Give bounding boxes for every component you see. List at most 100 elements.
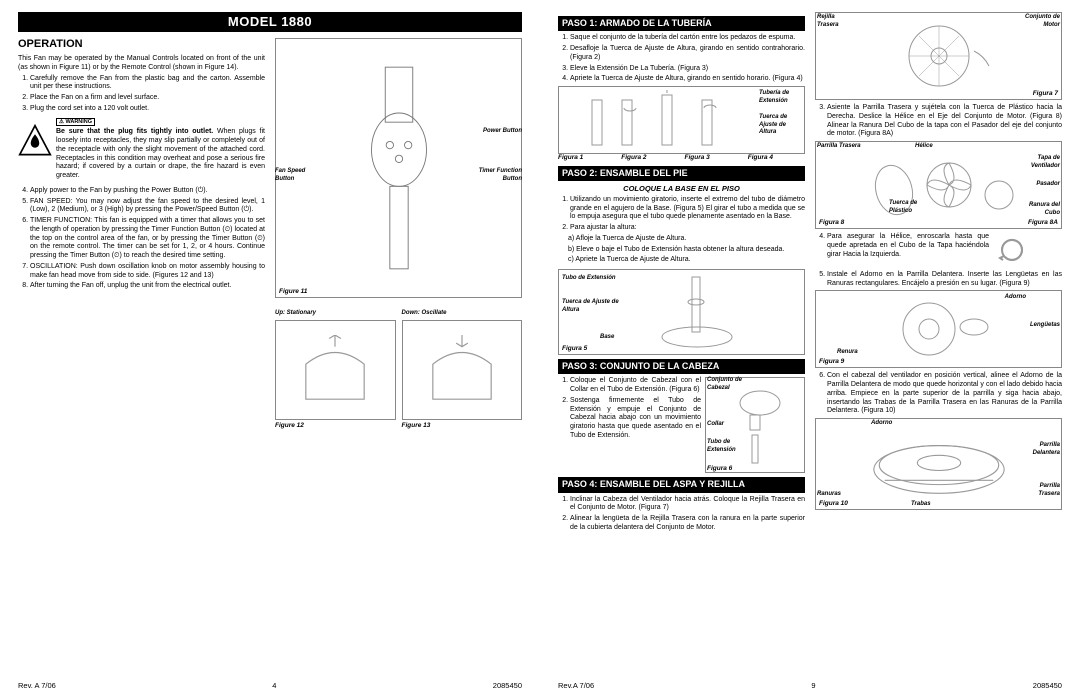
right-columns: PASO 1: ARMADO DE LA TUBERÍA Saque el co… bbox=[558, 12, 1062, 675]
footer-pagenum-l: 4 bbox=[272, 681, 276, 690]
label-fanspeed: Fan Speed Button bbox=[275, 168, 323, 183]
footer-partnum-r: 2085450 bbox=[1033, 681, 1062, 690]
figura-6-wrap: Conjunto de Cabezal Collar Tubo de Exten… bbox=[705, 377, 805, 473]
right-col2: Rejilla Trasera Conjunto de Motor Figura… bbox=[815, 12, 1062, 675]
fire-warning-icon bbox=[18, 124, 52, 158]
footer-right-page: Rev.A 7/06 9 2085450 bbox=[558, 675, 1062, 690]
p2-li2: Para ajustar la altura: bbox=[570, 224, 805, 233]
cap-fig6: Figura 6 bbox=[707, 465, 732, 473]
label-conj-motor: Conjunto de Motor bbox=[1022, 14, 1060, 29]
footer-rev-l: Rev. A 7/06 bbox=[18, 681, 56, 690]
footer-partnum-l: 2085450 bbox=[493, 681, 522, 690]
p1-li1: Saque el conjunto de la tubería del cart… bbox=[570, 34, 805, 43]
warning-bold: Be sure that the plug fits tightly into … bbox=[56, 128, 213, 135]
caption-fig13: Figure 13 bbox=[402, 422, 523, 430]
figura-10-wrap: Adorno Parrilla Delantera Ranuras Trabas… bbox=[815, 418, 1062, 510]
model-bar: MODEL 1880 bbox=[18, 12, 522, 32]
label-tubo-ext: Tubo de Extensión bbox=[562, 275, 622, 283]
operation-heading: OPERATION bbox=[18, 38, 265, 52]
left-columns: OPERATION This Fan may be operated by th… bbox=[18, 38, 522, 674]
right-col1: PASO 1: ARMADO DE LA TUBERÍA Saque el co… bbox=[558, 12, 805, 675]
cap-fig8a: Figura 8A bbox=[1028, 219, 1058, 227]
cap-fig4: Figura 4 bbox=[748, 154, 805, 162]
p2-li2a: a) Afloje la Tuerca de Ajuste de Altura. bbox=[558, 235, 805, 244]
figuras-1-4-wrap: Tubería de Extensión Tuerca de Ajuste de… bbox=[558, 86, 805, 154]
label-down-oscillate: Down: Oscillate bbox=[402, 310, 523, 318]
cap-fig5: Figura 5 bbox=[562, 345, 587, 353]
rotate-ccw-icon bbox=[995, 233, 1029, 267]
left-figures-column: Power Button Fan Speed Button Timer Func… bbox=[275, 38, 522, 674]
op-step-2: Place the Fan on a firm and level surfac… bbox=[30, 94, 265, 103]
label-tuerca-pl: Tuerca de Plástico bbox=[889, 200, 925, 215]
label-renura: Renura bbox=[837, 349, 858, 357]
label-timer: Timer Function Button bbox=[464, 168, 522, 183]
label-pasador: Pasador bbox=[1036, 181, 1060, 189]
paso1-heading: PASO 1: ARMADO DE LA TUBERÍA bbox=[558, 16, 805, 31]
figura-7-wrap: Rejilla Trasera Conjunto de Motor Figura… bbox=[815, 12, 1062, 100]
label-adorno2: Adorno bbox=[871, 420, 892, 428]
warning-block: ⚠ WARNING Be sure that the plug fits tig… bbox=[18, 118, 265, 183]
label-conj-cabezal: Conjunto de Cabezal bbox=[707, 377, 747, 392]
label-collar: Collar bbox=[707, 421, 724, 429]
p2-li2b: b) Eleve o baje el Tubo de Extensión has… bbox=[558, 246, 805, 255]
figure-12 bbox=[275, 320, 396, 420]
paso2-subhead: COLOQUE LA BASE EN EL PISO bbox=[558, 184, 805, 193]
caption-fig12: Figure 12 bbox=[275, 422, 396, 430]
paso3-heading: PASO 3: CONJUNTO DE LA CABEZA bbox=[558, 359, 805, 374]
cap-fig10: Figura 10 bbox=[819, 500, 848, 508]
figura-5-wrap: Tubo de Extensión Tuerca de Ajuste de Al… bbox=[558, 269, 805, 355]
label-helice: Hélice bbox=[915, 143, 933, 151]
label-power-button: Power Button bbox=[472, 128, 522, 136]
p4-li5: Instale el Adorno en la Parrilla Delante… bbox=[827, 271, 1062, 289]
paso4-heading: PASO 4: ENSAMBLE DEL ASPA Y REJILLA bbox=[558, 477, 805, 492]
p3-li2: Sostenga firmemente el Tubo de Extensión… bbox=[570, 397, 701, 441]
warning-badge: ⚠ WARNING bbox=[56, 118, 95, 127]
figure-11-wrap: Power Button Fan Speed Button Timer Func… bbox=[275, 38, 522, 298]
p4-li4: Para asegurar la Hélice, enroscarla hast… bbox=[827, 233, 989, 259]
label-ranuras: Ranuras bbox=[817, 491, 841, 499]
figura-10 bbox=[815, 418, 1062, 510]
footer-rev-r: Rev.A 7/06 bbox=[558, 681, 594, 690]
rotate-icon-wrap bbox=[995, 233, 1062, 271]
p4-li6: Con el cabezal del ventilador en posició… bbox=[827, 372, 1062, 416]
op-step-3: Plug the cord set into a 120 volt outlet… bbox=[30, 105, 265, 114]
caption-fig11: Figure 11 bbox=[279, 288, 307, 296]
paso2-heading: PASO 2: ENSAMBLE DEL PIE bbox=[558, 166, 805, 181]
p1-li4: Apriete la Tuerca de Ajuste de Altura, g… bbox=[570, 75, 805, 84]
document-spread: MODEL 1880 OPERATION This Fan may be ope… bbox=[0, 0, 1080, 698]
op-step-5: FAN SPEED: You may now adjust the fan sp… bbox=[30, 198, 265, 216]
cap-fig3: Figura 3 bbox=[685, 154, 742, 162]
label-parrilla-tras: Parrilla Trasera bbox=[817, 143, 861, 151]
figure-13 bbox=[402, 320, 523, 420]
p4-li2: Alinear la lengüeta de la Rejilla Traser… bbox=[570, 515, 805, 533]
label-tuerca-ajuste: Tuerca de Ajuste de Altura bbox=[759, 114, 803, 137]
label-tuerca-ajuste2: Tuerca de Ajuste de Altura bbox=[562, 299, 622, 314]
page-right: PASO 1: ARMADO DE LA TUBERÍA Saque el co… bbox=[540, 0, 1080, 698]
op-step-6: TIMER FUNCTION: This fan is equipped wit… bbox=[30, 217, 265, 261]
p4-li1: Inclinar la Cabeza del Ventilador hacia … bbox=[570, 496, 805, 514]
label-tuberia-ext: Tubería de Extensión bbox=[759, 90, 803, 105]
operation-intro: This Fan may be operated by the Manual C… bbox=[18, 55, 265, 73]
p1-li2: Desafloje la Tuerca de Ajuste de Altura,… bbox=[570, 45, 805, 63]
figura-9-wrap: Adorno Lengüetas Renura Figura 9 bbox=[815, 290, 1062, 368]
warning-text: When plugs fit loosely into receptacles,… bbox=[56, 128, 265, 179]
cap-fig2: Figura 2 bbox=[621, 154, 678, 162]
op-step-7: OSCILLATION: Push down oscillation knob … bbox=[30, 263, 265, 281]
cap-fig8: Figura 8 bbox=[819, 219, 844, 227]
p2-li1: Utilizando un movimiento giratorio, inse… bbox=[570, 196, 805, 222]
op-step-4: Apply power to the Fan by pushing the Po… bbox=[30, 187, 265, 196]
label-ranura-cubo: Ranura del Cubo bbox=[1020, 202, 1060, 217]
op-step-1: Carefully remove the Fan from the plasti… bbox=[30, 75, 265, 93]
op-step-8: After turning the Fan off, unplug the un… bbox=[30, 282, 265, 291]
label-parrilla-del: Parrilla Delantera bbox=[1024, 442, 1060, 457]
fan-control-illustration bbox=[344, 43, 454, 293]
label-adorno: Adorno bbox=[1005, 294, 1026, 302]
label-tubo-ext2: Tubo de Extensión bbox=[707, 439, 747, 454]
p4-li3: Asiente la Parrilla Trasera y sujétela c… bbox=[827, 104, 1062, 139]
operation-column: OPERATION This Fan may be operated by th… bbox=[18, 38, 265, 674]
label-parrilla-tras2: Parrilla Trasera bbox=[1026, 483, 1060, 498]
cap-fig9: Figura 9 bbox=[819, 358, 844, 366]
figura-8-wrap: Parrilla Trasera Hélice Tapa de Ventilad… bbox=[815, 141, 1062, 229]
p2-li2c: c) Apriete la Tuerca de Ajuste de Altura… bbox=[558, 256, 805, 265]
cap-fig1: Figura 1 bbox=[558, 154, 615, 162]
